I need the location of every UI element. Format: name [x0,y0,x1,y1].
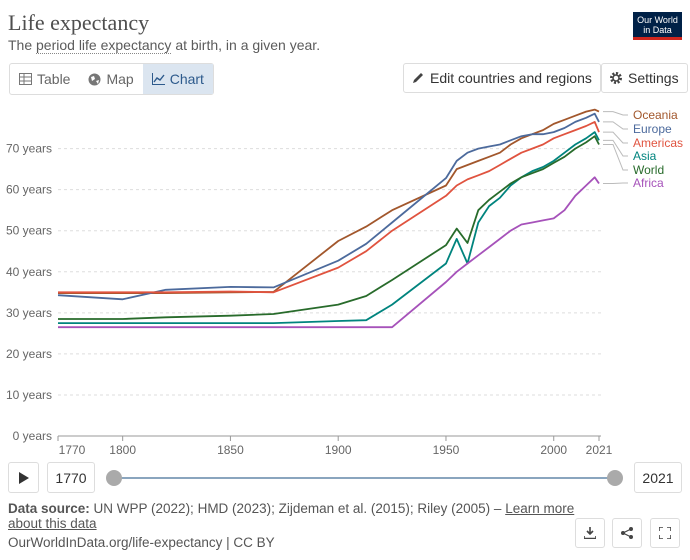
legend-label: Africa [633,176,664,190]
series-line [58,135,600,320]
legend-connector [603,111,628,116]
url[interactable]: OurWorldInData.org/life-expectancy | CC … [8,535,275,550]
legend-label: Americas [633,136,683,150]
source-label: Data source: [8,501,90,516]
x-tick-label: 1800 [109,443,136,457]
definition-link[interactable]: period life expectancy [36,37,172,54]
logo[interactable]: Our World in Data [633,12,682,40]
x-tick-label: 1770 [59,443,86,457]
timeline-label: 2021 [642,469,674,486]
subtitle-text: The [8,37,37,53]
legend-label: Asia [633,149,657,163]
play-button[interactable] [8,462,39,493]
y-tick-label: 60 years [6,183,52,197]
legend-connector [603,143,628,171]
button-label: Edit countries and regions [430,70,592,86]
y-tick-label: 70 years [6,142,52,156]
tab[interactable]: Chart [142,64,213,94]
timeline-slider[interactable] [100,465,630,491]
y-tick-label: 10 years [6,388,52,402]
icon [88,73,101,85]
tab[interactable]: Map [79,64,142,94]
icon [18,471,29,484]
source-note: Data source: UN WPP (2022); HMD (2023); … [8,501,578,531]
learn-more-link[interactable]: Learn more about this data [8,501,575,531]
y-tick-label: 50 years [6,224,52,238]
x-tick-label: 1950 [433,443,460,457]
icon [659,527,671,539]
icon [19,73,32,85]
y-tick-label: 20 years [6,347,52,361]
series-line [58,176,600,329]
tab[interactable]: Table [10,64,79,94]
button-label: Settings [628,70,679,86]
x-tick-label: 2000 [540,443,567,457]
timeline-end[interactable]: 2021 [634,462,682,493]
x-tick-label: 2021 [586,443,613,457]
tab-bar: Table Map Chart [9,63,214,95]
series-line [57,112,600,301]
settings-button[interactable]: Settings [601,63,688,93]
legend-connector [603,121,628,130]
edit-button[interactable]: Edit countries and regions [403,63,601,93]
icon [413,73,423,83]
y-tick-label: 40 years [6,265,52,279]
share-button[interactable] [612,518,642,548]
y-tick-label: 0 years [13,429,52,443]
slider-handle[interactable] [607,470,623,486]
slider-handle[interactable] [106,470,122,486]
icon [151,73,165,85]
subtitle: The period life expectancy at birth, in … [8,37,321,54]
logo-text: in Data [643,25,672,35]
legend-connector [603,131,628,144]
fullscreen-button[interactable] [650,518,680,548]
legend-label: Europe [633,122,672,136]
icon [621,527,633,539]
tab-label: Chart [169,71,204,87]
icon [610,72,622,84]
x-tick-label: 1850 [217,443,244,457]
legend-label: Oceania [633,108,678,122]
title: Life expectancy [8,10,150,35]
legend-label: World [633,163,664,177]
timeline-start[interactable]: 1770 [47,462,95,493]
logo-text: Our World [637,15,678,25]
series-line [58,121,600,294]
icon [584,527,596,539]
tab-label: Map [106,71,134,87]
download-button[interactable] [575,518,605,548]
x-tick-label: 1900 [325,443,352,457]
source-text: UN WPP (2022); HMD (2023); Zijdeman et a… [89,501,506,516]
y-tick-label: 30 years [6,306,52,320]
subtitle-text: at birth, in a given year. [171,37,321,53]
legend-connector [603,139,628,157]
chart: 0 years 10 years 20 years 30 years 40 years 5… [6,108,683,457]
tab-label: Table [37,71,71,87]
timeline-label: 1770 [55,469,87,486]
series-line [58,131,600,324]
